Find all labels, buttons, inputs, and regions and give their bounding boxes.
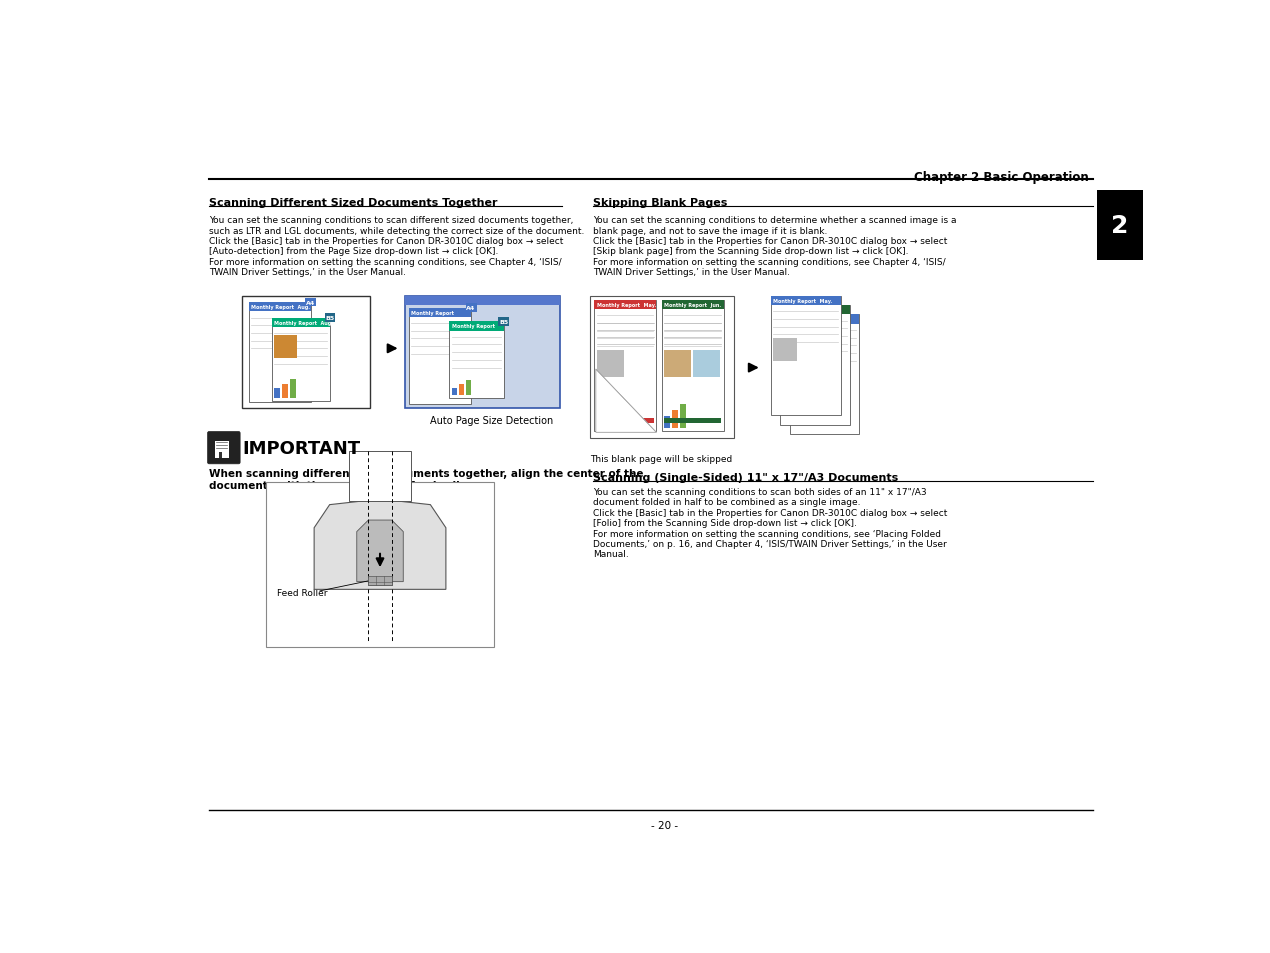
Bar: [498, 317, 509, 326]
Text: - 20 -: - 20 -: [650, 821, 678, 830]
Bar: [274, 389, 281, 398]
Polygon shape: [357, 520, 404, 582]
Bar: [272, 318, 330, 328]
Text: Monthly Report  Aug.: Monthly Report Aug.: [274, 320, 333, 325]
Bar: [249, 303, 311, 312]
Bar: [452, 388, 457, 395]
Text: You can set the scanning conditions to scan different sized documents together,
: You can set the scanning conditions to s…: [210, 216, 584, 276]
Bar: [282, 384, 288, 398]
Text: Monthly Report  May.: Monthly Report May.: [597, 303, 655, 308]
Bar: [790, 315, 860, 324]
Bar: [466, 304, 476, 313]
Text: Monthly Report  Jun.: Monthly Report Jun.: [782, 308, 839, 313]
Text: This blank page will be skipped: This blank page will be skipped: [591, 455, 733, 463]
Bar: [597, 416, 603, 428]
Text: Monthly Report  Jul.: Monthly Report Jul.: [792, 317, 847, 322]
Text: Feed Roller: Feed Roller: [277, 588, 328, 598]
Bar: [612, 404, 618, 428]
Bar: [672, 411, 678, 428]
Bar: [274, 335, 297, 359]
Bar: [305, 298, 316, 307]
Bar: [349, 452, 411, 501]
Bar: [368, 577, 391, 586]
Text: A4: A4: [466, 306, 476, 311]
Text: B5: B5: [499, 319, 508, 325]
Bar: [662, 300, 724, 432]
Text: Monthly Report: Monthly Report: [452, 324, 495, 329]
Bar: [243, 296, 371, 408]
Bar: [780, 306, 850, 425]
Bar: [405, 296, 560, 306]
Text: 2: 2: [1111, 213, 1129, 238]
Text: Driver Installation: Driver Installation: [310, 331, 315, 375]
Text: Driver Installation: Driver Installation: [471, 338, 475, 375]
Bar: [249, 303, 311, 403]
Bar: [692, 351, 720, 377]
Bar: [679, 404, 686, 428]
Bar: [450, 322, 504, 399]
Text: Auto Page Size Detection: Auto Page Size Detection: [431, 416, 554, 426]
Text: Monthly Report  Aug.: Monthly Report Aug.: [251, 305, 310, 310]
Bar: [792, 357, 815, 380]
FancyBboxPatch shape: [207, 432, 240, 464]
Bar: [405, 296, 560, 408]
Bar: [409, 308, 471, 317]
Text: When scanning different size documents together, align the center of the
documen: When scanning different size documents t…: [210, 469, 644, 491]
Bar: [290, 379, 296, 398]
Text: B5: B5: [325, 315, 335, 321]
Bar: [780, 306, 850, 315]
Text: IMPORTANT: IMPORTANT: [243, 439, 361, 457]
Bar: [605, 411, 611, 428]
Text: Monthly Report  Jun.: Monthly Report Jun.: [664, 303, 721, 308]
Bar: [790, 315, 860, 435]
Text: Scanning (Single-Sided) 11" x 17"/A3 Documents: Scanning (Single-Sided) 11" x 17"/A3 Doc…: [593, 472, 898, 482]
Text: You can set the scanning conditions to determine whether a scanned image is a
bl: You can set the scanning conditions to d…: [593, 216, 956, 276]
Bar: [594, 300, 657, 432]
Polygon shape: [314, 501, 446, 590]
Bar: [1096, 192, 1143, 260]
Polygon shape: [596, 370, 657, 433]
Bar: [664, 416, 671, 428]
Bar: [272, 318, 330, 401]
Text: Skipping Blank Pages: Skipping Blank Pages: [593, 197, 728, 208]
Bar: [664, 419, 721, 423]
Text: Monthly Report: Monthly Report: [411, 311, 455, 315]
Text: Monthly Report  May.: Monthly Report May.: [773, 299, 833, 304]
Bar: [215, 441, 229, 458]
Text: A4: A4: [306, 300, 315, 305]
Bar: [325, 314, 335, 322]
Text: You can set the scanning conditions to scan both sides of an 11" x 17"/A3
docume: You can set the scanning conditions to s…: [593, 487, 947, 558]
Bar: [773, 339, 796, 362]
Bar: [591, 296, 734, 439]
Bar: [466, 380, 471, 395]
Polygon shape: [220, 452, 222, 458]
Bar: [594, 300, 657, 310]
Bar: [662, 300, 724, 310]
Bar: [664, 351, 691, 377]
Bar: [771, 296, 841, 416]
Bar: [265, 482, 494, 647]
Bar: [409, 308, 471, 404]
Text: Scanning Different Sized Documents Together: Scanning Different Sized Documents Toget…: [210, 197, 498, 208]
Bar: [782, 348, 806, 372]
Bar: [597, 419, 654, 423]
Bar: [771, 296, 841, 306]
Bar: [450, 322, 504, 332]
Bar: [597, 351, 624, 377]
Bar: [458, 384, 464, 395]
Text: Chapter 2 Basic Operation: Chapter 2 Basic Operation: [914, 171, 1088, 184]
